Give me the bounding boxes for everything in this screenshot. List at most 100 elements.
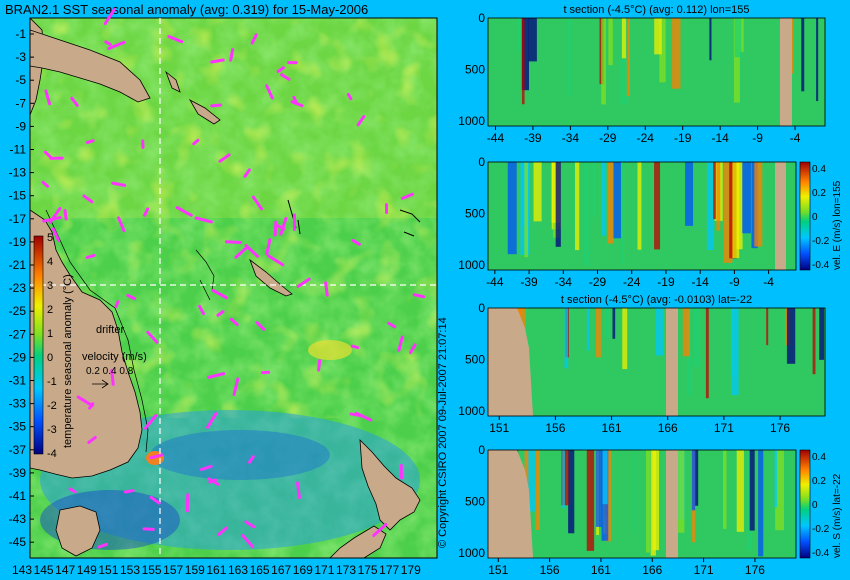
- map-y-tick-label: -33: [9, 397, 27, 411]
- map-y-tick-label: -35: [9, 420, 27, 434]
- section-anomaly-stripe: [568, 450, 575, 534]
- map-y-tick-label: -19: [9, 235, 27, 249]
- sst-colorbar-tick-label: 0: [47, 352, 53, 364]
- drifter-vector: [111, 181, 127, 187]
- section-colorbar-tick-label: 0.2: [812, 188, 826, 199]
- drifter-vector: [85, 139, 95, 145]
- section-x-tick-label: 156: [545, 421, 565, 435]
- velocity-scale-arrows: [92, 379, 109, 389]
- section-anomaly-stripe: [705, 308, 709, 399]
- section-anomaly-stripe: [734, 18, 742, 58]
- section-anomaly-stripe: [633, 450, 636, 534]
- map-x-tick-label: 145: [34, 563, 54, 577]
- section-anomaly-stripe: [507, 162, 517, 255]
- map-x-tick-label: 149: [77, 563, 97, 577]
- drifter-vector: [266, 254, 285, 267]
- section-anomaly-stripe: [672, 18, 681, 89]
- section-x-tick-label: -9: [729, 275, 740, 289]
- section-y-tick-label: 0: [478, 155, 485, 169]
- drifter-vector: [48, 206, 62, 224]
- section-anomaly-stripe: [620, 162, 625, 266]
- sst-colorbar-tick-label: -3: [47, 424, 57, 436]
- drifter-vector: [296, 481, 301, 500]
- drifter-vector: [317, 359, 322, 372]
- sst-colorbar-tick-label: 5: [47, 232, 53, 244]
- drifter-vector: [292, 95, 299, 106]
- map-y-tick-label: -41: [9, 489, 27, 503]
- map-x-tick-label: 157: [163, 563, 183, 577]
- section-anomaly-stripe: [524, 162, 529, 258]
- section-anomaly-stripe: [555, 162, 561, 247]
- section-y-tick-label: 1000: [458, 114, 485, 128]
- drifter-vector: [409, 343, 417, 355]
- drifter-vector: [244, 520, 256, 529]
- drifter-vector: [51, 227, 61, 243]
- drifter-vector: [324, 281, 329, 297]
- section-x-tick-label: 166: [658, 421, 678, 435]
- section-y-tick-label: 0: [478, 11, 485, 25]
- section-x-tick-label: -29: [589, 275, 607, 289]
- section-x-tick-label: 171: [714, 421, 734, 435]
- sst-colorbar-tick-label: 2: [47, 304, 53, 316]
- drifter-vector: [247, 455, 255, 464]
- section-anomaly-stripe: [607, 162, 614, 244]
- section-anomaly-stripe: [562, 450, 565, 508]
- drifter-vector: [97, 542, 108, 549]
- section-anomaly-stripe: [801, 18, 805, 92]
- section-y-tick-label: 1000: [458, 546, 485, 560]
- section-anomaly-stripe: [819, 308, 825, 360]
- drifter-vector: [87, 435, 97, 444]
- section-x-tick-label: 161: [591, 563, 611, 577]
- drifter-vector: [234, 246, 248, 259]
- section-anomaly-stripe: [596, 308, 601, 358]
- section-land-gap: [666, 308, 678, 416]
- section-colorbar-tick-label: -0.4: [812, 548, 830, 559]
- land-new-guinea: [30, 29, 151, 103]
- sst-map-panel: -1-3-5-7-9-11-13-15-17-19-21-23-25-27-29…: [9, 7, 438, 577]
- section-anomaly-stripe: [646, 450, 650, 553]
- section-y-tick-label: 500: [465, 206, 485, 220]
- drifter-vector: [211, 288, 229, 300]
- section-x-tick-label: 171: [694, 563, 714, 577]
- section-colorbar-tick-label: -0.2: [812, 524, 830, 535]
- velocity-label: velocity (m/s): [82, 351, 147, 363]
- map-y-tick-label: -3: [15, 50, 26, 64]
- section-anomaly-stripe: [604, 308, 611, 339]
- section-panel-1: 0 500 1000-44 -39 -34 -29 -24 -19 -14 -9 -4 t secti…: [458, 4, 826, 145]
- section-x-tick-label: -9: [752, 131, 763, 145]
- section-anomaly-stripe: [736, 450, 744, 532]
- section-panel-2: 0 500 1000-44 -39 -34 -29 -24 -19 -14 -9 -4 0.4 0.2 0…: [458, 155, 843, 289]
- section-x-tick-label: -24: [623, 275, 641, 289]
- section-x-tick-label: 166: [642, 563, 662, 577]
- section-anomaly-stripe: [602, 450, 608, 505]
- section-anomaly-stripe: [682, 308, 691, 357]
- section-y-tick-label: 500: [465, 62, 485, 76]
- section-x-tick-label: -44: [487, 131, 505, 145]
- drifter-vector: [356, 115, 366, 127]
- drifter-label: drifter: [96, 324, 124, 336]
- section-anomaly-stripe: [732, 162, 740, 259]
- drifter-vector: [251, 195, 263, 211]
- drifter-vector: [350, 344, 360, 350]
- drifter-vectors: [33, 7, 426, 549]
- section-colorbar-tick-label: -0.2: [812, 236, 830, 247]
- map-x-tick-label: 155: [142, 563, 162, 577]
- drifter-vector: [280, 73, 291, 81]
- map-y-tick-label: -9: [15, 119, 26, 133]
- map-y-tick-label: -29: [9, 350, 27, 364]
- drifter-vector: [126, 293, 137, 301]
- map-y-tick-label: -31: [9, 374, 27, 388]
- section-y-tick-label: 500: [465, 352, 485, 366]
- section-frame: [487, 17, 826, 127]
- section-anomaly-stripe: [535, 450, 540, 530]
- drifter-vector: [175, 206, 193, 217]
- drifter-vector: [354, 411, 373, 422]
- section-colorbar-tick-label: -0.4: [812, 260, 830, 271]
- section-x-tick-label: -14: [711, 131, 729, 145]
- map-y-tick-label: -5: [15, 73, 26, 87]
- map-x-tick-label: 169: [293, 563, 313, 577]
- section-anomaly-stripe: [521, 18, 530, 91]
